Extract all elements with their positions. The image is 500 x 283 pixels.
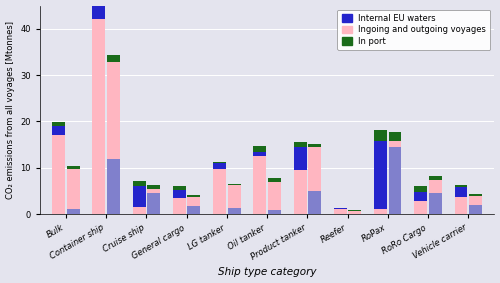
Bar <box>147 185 160 189</box>
Bar <box>173 186 186 190</box>
Bar <box>469 205 482 214</box>
Bar <box>66 209 80 214</box>
Bar <box>254 145 266 153</box>
Bar <box>213 162 226 163</box>
Bar <box>268 211 281 214</box>
Bar <box>132 181 145 186</box>
Bar <box>308 147 321 191</box>
Bar <box>454 187 468 196</box>
Bar <box>254 156 266 214</box>
X-axis label: Ship type category: Ship type category <box>218 267 316 277</box>
Bar <box>173 198 186 214</box>
Bar <box>66 169 80 209</box>
Bar <box>52 135 65 214</box>
Bar <box>388 132 402 142</box>
Bar <box>429 180 442 193</box>
Bar <box>92 0 106 20</box>
Bar <box>228 185 240 208</box>
Bar <box>132 207 145 214</box>
Bar <box>334 209 347 214</box>
Bar <box>188 198 200 206</box>
Bar <box>469 196 482 205</box>
Bar <box>429 193 442 214</box>
Bar <box>107 62 120 159</box>
Bar <box>52 126 65 135</box>
Bar <box>66 166 80 169</box>
Bar <box>52 122 65 126</box>
Bar <box>294 147 306 170</box>
Bar <box>107 55 120 62</box>
Bar <box>374 142 387 209</box>
Bar <box>374 209 387 214</box>
Bar <box>228 208 240 214</box>
Bar <box>254 153 266 156</box>
Bar <box>107 159 120 214</box>
Bar <box>173 190 186 198</box>
Bar <box>414 186 427 192</box>
Bar <box>388 142 402 147</box>
Bar <box>414 192 427 201</box>
Bar <box>348 211 362 214</box>
Bar <box>213 163 226 169</box>
Bar <box>374 130 387 142</box>
Bar <box>469 194 482 196</box>
Bar <box>429 176 442 180</box>
Bar <box>268 178 281 182</box>
Bar <box>268 182 281 211</box>
Bar <box>188 195 200 198</box>
Bar <box>414 201 427 214</box>
Bar <box>388 147 402 214</box>
Legend: Internal EU waters, Ingoing and outgoing voyages, In port: Internal EU waters, Ingoing and outgoing… <box>338 10 490 50</box>
Bar <box>188 206 200 214</box>
Bar <box>308 191 321 214</box>
Bar <box>213 169 226 214</box>
Bar <box>92 20 106 214</box>
Bar <box>454 185 468 187</box>
Bar <box>147 189 160 193</box>
Bar <box>294 142 306 147</box>
Bar <box>294 170 306 214</box>
Bar <box>147 193 160 214</box>
Bar <box>228 184 240 185</box>
Bar <box>308 144 321 147</box>
Y-axis label: CO₂ emissions from all voyages [Mtonnes]: CO₂ emissions from all voyages [Mtonnes] <box>6 21 15 199</box>
Bar <box>454 196 468 214</box>
Bar <box>132 186 145 207</box>
